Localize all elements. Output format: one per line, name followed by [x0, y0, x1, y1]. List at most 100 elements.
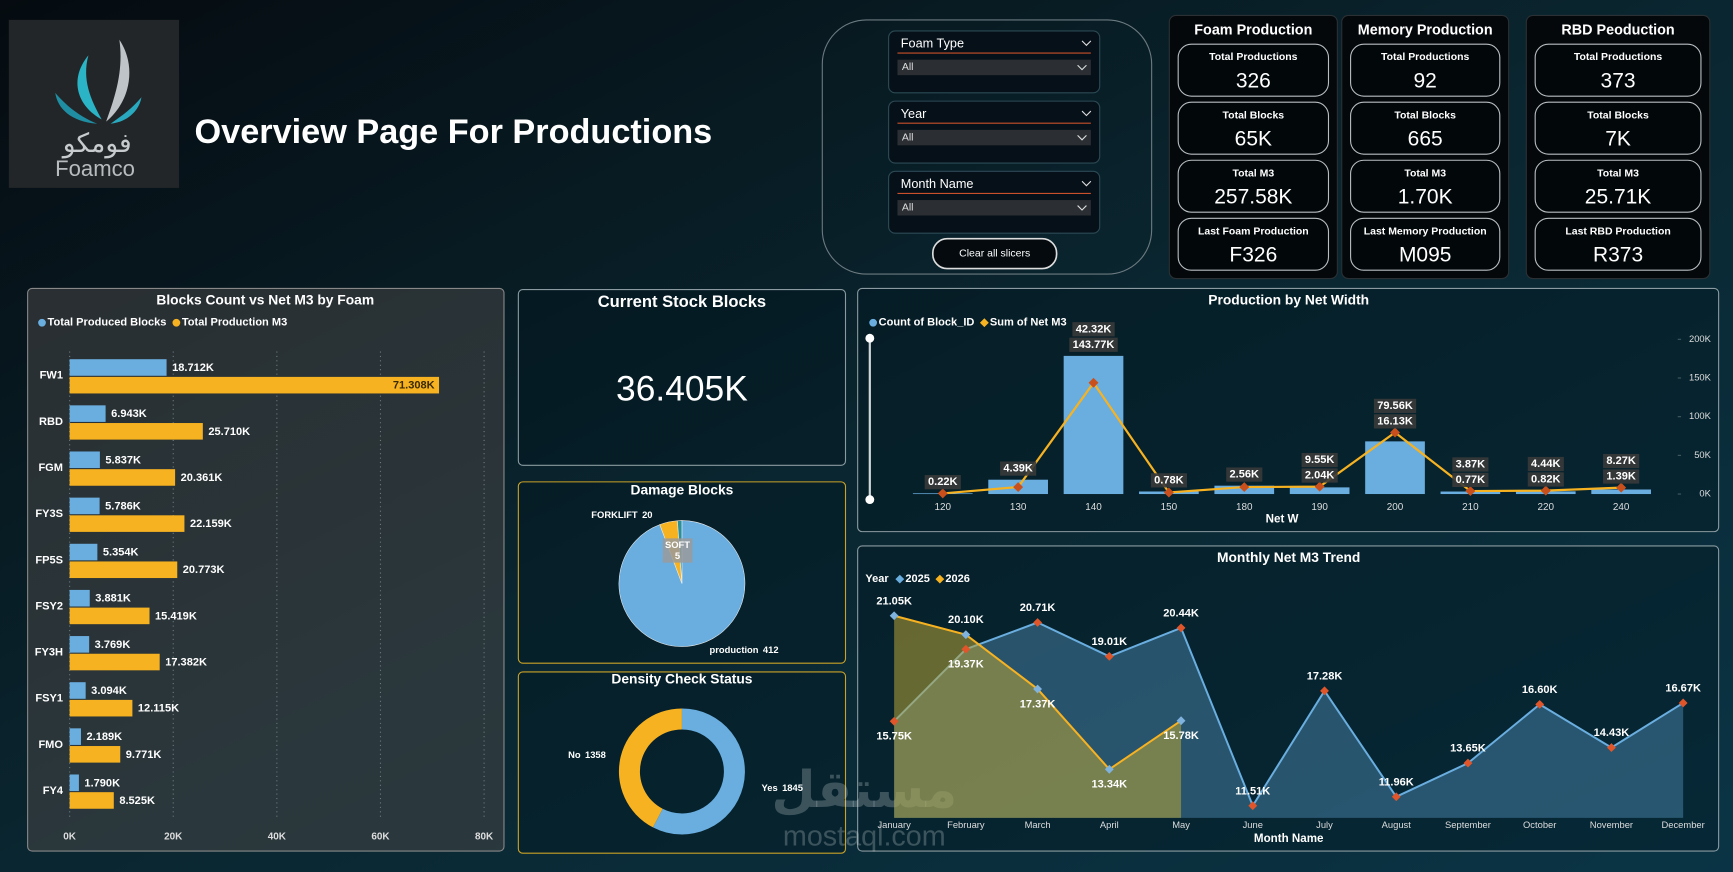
logo-name: Foamco: [55, 156, 135, 181]
data-label-bg: [1373, 414, 1417, 429]
marker: [1176, 623, 1186, 633]
panel: [517, 671, 847, 854]
bar: [69, 423, 203, 440]
data-label-bg: [1072, 322, 1115, 337]
kpi-label: Total Productions: [1209, 52, 1298, 63]
bar: [69, 451, 100, 469]
kpi-value: M095: [1399, 243, 1452, 266]
kpi-card: [1350, 159, 1501, 213]
data-label-bg: [924, 475, 961, 490]
clear-button[interactable]: [931, 237, 1058, 270]
x-tick-label: 80K: [475, 831, 494, 842]
chevron: [1081, 180, 1092, 187]
slicer-label: Foam Type: [901, 36, 964, 51]
data-label: 0.78K: [1154, 474, 1184, 486]
slice-value: 412: [763, 644, 779, 655]
data-label-bg: [1603, 469, 1640, 484]
x-tick-label: April: [1100, 819, 1119, 830]
data-label: 20.10K: [948, 614, 984, 626]
marker: [1391, 792, 1401, 802]
logo-arabic: فومكو: [61, 128, 132, 159]
data-label: 13.34K: [1092, 779, 1128, 791]
y-tick-label: 150K: [1689, 371, 1712, 382]
card-title: Current Stock Blocks: [598, 292, 766, 311]
kpi-value: 7K: [1605, 127, 1631, 150]
data-label: 4.44K: [1531, 458, 1561, 470]
kpi-label: Total M3: [1404, 168, 1446, 179]
y-tick-label: 100K: [1689, 410, 1712, 421]
data-label: 9.55K: [1305, 454, 1335, 466]
data-label: 9.771K: [126, 749, 162, 761]
data-label: 15.419K: [155, 610, 197, 622]
x-tick-label: May: [1172, 819, 1190, 830]
data-label: 143.77K: [1073, 339, 1115, 351]
kpi-card: [1350, 101, 1501, 155]
legend-swatch: [172, 318, 181, 327]
clear-button-label: Clear all slicers: [959, 248, 1030, 259]
kpi-value: 25.71K: [1585, 185, 1652, 208]
slice-name: Yes: [762, 783, 778, 794]
data-label: 5.837K: [105, 454, 141, 466]
data-label-bg: [1527, 456, 1564, 472]
kpi-card: [1350, 217, 1501, 271]
bar: [69, 497, 100, 515]
legend-label: Sum of Net M3: [990, 317, 1067, 329]
bar: [69, 469, 176, 486]
data-label: 15.78K: [1163, 730, 1199, 742]
legend-label: Total Produced Blocks: [48, 317, 167, 329]
bar: [69, 405, 106, 422]
x-tick-label: December: [1662, 819, 1705, 830]
slice-label: Yes 1845: [762, 783, 803, 794]
marker: [1176, 716, 1186, 726]
x-tick-label: June: [1243, 819, 1263, 830]
data-label: 16.13K: [1377, 415, 1413, 427]
data-label: 17.37K: [1020, 698, 1056, 710]
kpi-card: [1534, 217, 1702, 271]
legend-swatch: [38, 318, 46, 327]
y-tick-label: FGM: [38, 462, 63, 474]
kpi-value: 1.70K: [1398, 185, 1453, 208]
x-tick-label: February: [947, 819, 985, 830]
kpi-value: 65K: [1235, 127, 1272, 150]
kpi-label: Total Blocks: [1587, 110, 1649, 121]
zoom-handle[interactable]: [865, 495, 875, 504]
x-tick-label: November: [1590, 819, 1633, 830]
line: [893, 621, 1684, 808]
y-tick-label: FY3H: [35, 647, 63, 659]
x-tick-label: March: [1025, 819, 1051, 830]
data-label: 42.32K: [1076, 323, 1112, 335]
kpi-value: 326: [1236, 69, 1271, 92]
chevron: [1081, 40, 1092, 47]
data-label: 3.881K: [95, 593, 131, 605]
kpi-panel-title: RBD Peoduction: [1561, 23, 1674, 39]
marker: [889, 716, 899, 726]
x-tick-label: 140: [1085, 502, 1102, 513]
chart-title: Damage Blocks: [631, 481, 734, 497]
data-label: 3.87K: [1456, 458, 1486, 470]
data-label: 18.712K: [172, 362, 214, 374]
data-label: 79.56K: [1377, 400, 1413, 412]
zoom-handle[interactable]: [865, 333, 875, 343]
y-tick-label: FY4: [43, 785, 64, 797]
data-label-bg: [1150, 473, 1187, 488]
x-axis-label: Month Name: [1254, 832, 1324, 845]
bar: [69, 746, 121, 763]
slicer-value: All: [902, 203, 914, 214]
data-label: 1.39K: [1606, 471, 1636, 483]
x-tick-label: 150: [1161, 502, 1178, 513]
kpi-label: Last RBD Production: [1565, 226, 1670, 237]
slice-label-bg: [662, 538, 693, 563]
page-title: Overview Page For Productions: [195, 113, 713, 151]
slicer-dropdown[interactable]: [897, 59, 1091, 76]
kpi-label: Total M3: [1232, 168, 1274, 179]
slicer-dropdown[interactable]: [897, 129, 1091, 146]
slice-value: 20: [642, 510, 652, 521]
line: [942, 380, 1622, 495]
slice-value: 1358: [585, 749, 606, 760]
data-label: 8.525K: [119, 795, 155, 807]
bar: [69, 653, 160, 671]
slicer-dropdown[interactable]: [897, 200, 1091, 216]
data-label: 25.710K: [208, 426, 250, 438]
legend-label: Total Production M3: [182, 317, 287, 329]
